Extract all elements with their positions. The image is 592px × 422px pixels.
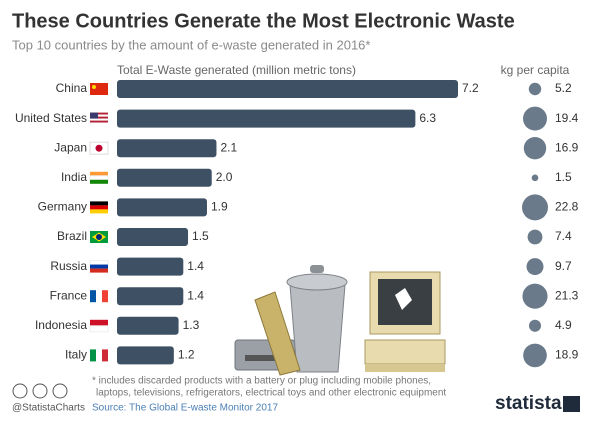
category-label: China — [56, 81, 88, 95]
bar — [117, 228, 189, 246]
flag — [90, 112, 98, 119]
source: Source: The Global E-waste Monitor 2017 — [92, 403, 278, 414]
cc-icons — [12, 383, 68, 399]
per-capita-bubble — [522, 194, 548, 221]
per-capita-label: 22.8 — [555, 200, 579, 214]
per-capita-bubble — [531, 174, 539, 182]
category-label: Brazil — [57, 229, 87, 243]
flag — [90, 179, 108, 184]
per-capita-bubble — [526, 258, 544, 276]
flag — [90, 122, 108, 125]
value-label: 1.9 — [211, 200, 228, 214]
flag — [90, 112, 108, 115]
flag — [90, 319, 108, 326]
flag — [90, 205, 108, 210]
flag — [90, 209, 108, 214]
bar — [117, 198, 207, 217]
per-capita-bubble — [523, 343, 547, 368]
bar — [117, 316, 179, 335]
bar — [117, 139, 217, 158]
flag — [90, 264, 108, 269]
value-label: 7.2 — [462, 81, 479, 95]
chart-subtitle: Top 10 countries by the amount of e-wast… — [12, 37, 370, 52]
value-label: 6.3 — [419, 111, 436, 125]
flag — [96, 349, 102, 362]
value-label: 2.0 — [216, 170, 233, 184]
flag — [102, 349, 108, 362]
per-capita-bubble — [522, 283, 548, 309]
bar — [117, 346, 174, 365]
per-capita-label: 4.9 — [555, 318, 572, 332]
flag — [89, 325, 109, 333]
bar — [117, 257, 184, 276]
flag — [90, 349, 96, 362]
category-label: Indonesia — [35, 318, 87, 332]
flag — [90, 83, 108, 95]
axis-label: Total E-Waste generated (million metric … — [117, 63, 356, 77]
value-label: 1.4 — [187, 259, 204, 273]
per-capita-bubble — [527, 229, 543, 245]
flag — [89, 260, 109, 266]
flag — [89, 175, 109, 181]
handle: @StatistaCharts — [12, 403, 85, 414]
value-label: 1.2 — [178, 348, 195, 362]
category-label: United States — [15, 111, 87, 125]
flag — [102, 290, 108, 303]
flag — [92, 85, 96, 89]
footnote: * includes discarded products with a bat… — [92, 376, 431, 387]
category-label: Italy — [65, 348, 87, 362]
flag — [96, 234, 102, 240]
category-label: Japan — [54, 140, 87, 154]
bar — [117, 168, 212, 187]
flag — [90, 120, 108, 123]
flag — [90, 118, 108, 121]
flag — [90, 171, 108, 176]
per-capita-bubble — [523, 137, 547, 160]
per-capita-bubble — [528, 82, 542, 96]
flag — [90, 290, 96, 303]
per-capita-label: 5.2 — [555, 81, 572, 95]
per-capita-label: 16.9 — [555, 140, 579, 154]
category-label: Russia — [50, 259, 87, 273]
value-label: 2.1 — [220, 140, 237, 154]
brand-icon — [563, 396, 580, 412]
bar — [117, 109, 416, 128]
per-capita-label: 1.5 — [555, 170, 572, 184]
brand: statista — [495, 393, 562, 414]
per-capita-label: 21.3 — [555, 288, 579, 302]
value-label: 1.5 — [192, 229, 209, 243]
footnote: laptops, televisions, refrigerators, ele… — [96, 388, 446, 399]
flag — [90, 268, 108, 273]
category-label: India — [61, 170, 87, 184]
bar — [117, 80, 458, 98]
bar — [117, 287, 184, 306]
per-capita-bubble — [528, 319, 542, 332]
flag — [90, 114, 108, 117]
flag — [90, 116, 108, 119]
value-label: 1.4 — [187, 288, 204, 302]
per-capita-label: 9.7 — [555, 259, 572, 273]
illustration — [234, 265, 446, 376]
flag — [95, 144, 103, 152]
flag — [96, 290, 102, 303]
chart-title: These Countries Generate the Most Electr… — [12, 10, 515, 32]
category-label: Germany — [38, 200, 87, 214]
per-capita-label: 19.4 — [555, 111, 579, 125]
category-label: France — [50, 288, 88, 302]
per-capita-label: 18.9 — [555, 348, 579, 362]
per-capita-label: kg per capita — [501, 63, 570, 77]
per-capita-label: 7.4 — [555, 229, 572, 243]
value-label: 1.3 — [183, 318, 200, 332]
per-capita-bubble — [523, 106, 547, 131]
flag — [90, 201, 108, 206]
